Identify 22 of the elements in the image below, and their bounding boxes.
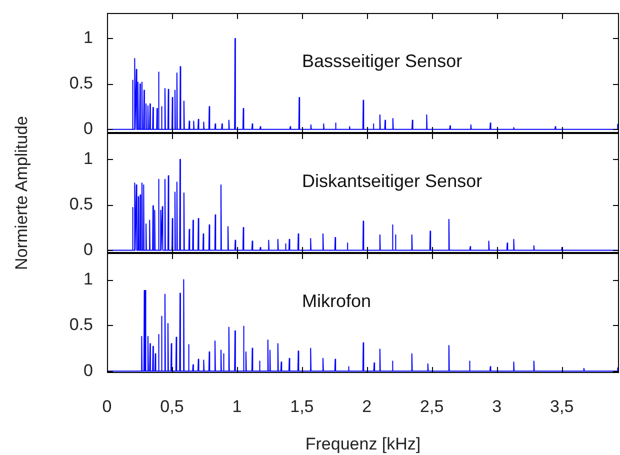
y-tick-label: 0.5 [69, 194, 93, 214]
x-tick-label: 1,5 [290, 396, 314, 416]
y-tick-label: 0 [84, 360, 93, 380]
y-tick-label: 0 [84, 119, 93, 138]
y-tick-label: 1 [84, 28, 93, 48]
text: Mikrofon [302, 290, 372, 311]
x-tick-label: 2 [362, 396, 372, 416]
y-tick-label: 0.5 [69, 315, 93, 334]
x-tick-label: 3 [492, 396, 502, 416]
x-tick-label: 0 [102, 396, 112, 416]
x-tick-label: 1 [232, 396, 242, 416]
y-axis-title: Normierte Amplitude [12, 116, 32, 270]
x-axis-title: Frequenz [kHz] [305, 434, 421, 454]
y-tick-label: 1 [84, 149, 93, 168]
y-tick-label: 0 [84, 240, 93, 259]
y-tick-label: 0.5 [69, 74, 93, 93]
x-tick-label: 2,5 [420, 396, 444, 416]
text: Diskantseitiger Sensor [302, 170, 482, 191]
y-tick-label: 1 [84, 269, 93, 288]
x-tick-label: 0,5 [160, 396, 184, 416]
text: Bassseitiger Sensor [302, 50, 462, 71]
x-tick-label: 3,5 [550, 396, 574, 416]
